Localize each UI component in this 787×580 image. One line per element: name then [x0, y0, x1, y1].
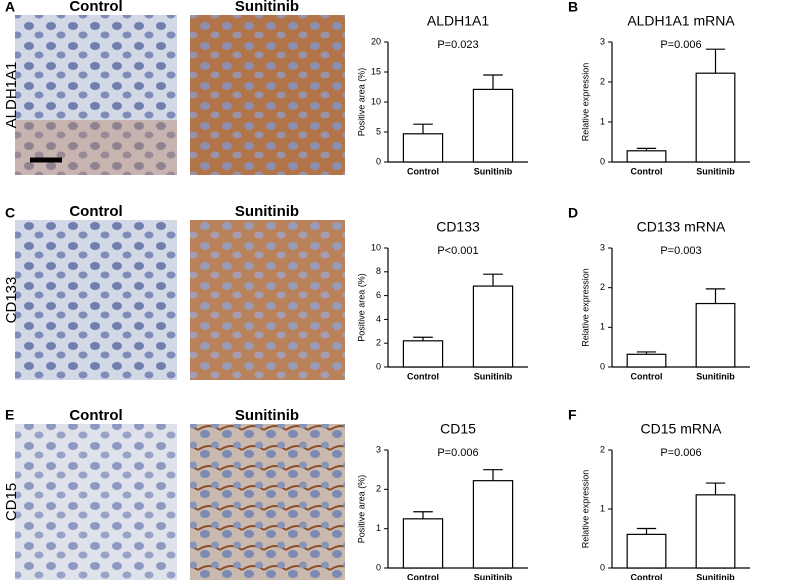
chart-title: CD133 — [436, 219, 480, 235]
y-tick-label: 0 — [376, 562, 381, 572]
y-axis-label: Relative expression — [580, 63, 590, 142]
y-tick-label: 10 — [371, 242, 381, 252]
row-label: CD133 — [3, 277, 20, 324]
y-tick-label: 3 — [600, 242, 605, 252]
y-axis-label: Relative expression — [580, 268, 590, 347]
micrograph — [15, 220, 177, 380]
x-tick-label: Control — [407, 166, 439, 176]
y-tick-label: 2 — [376, 484, 381, 494]
x-tick-label: Control — [631, 572, 663, 580]
micrograph — [190, 15, 345, 175]
bar — [472, 88, 514, 163]
y-tick-label: 0 — [600, 156, 605, 166]
annotation: P<0.001 — [437, 245, 478, 257]
y-tick-label: 2 — [600, 76, 605, 86]
y-tick-label: 0 — [376, 156, 381, 166]
y-axis-label: Positive area (%) — [356, 273, 366, 342]
micrograph — [15, 15, 177, 175]
panel-label: F — [568, 407, 577, 423]
y-tick-label: 8 — [376, 266, 381, 276]
row-label: ALDH1A1 — [3, 62, 20, 129]
annotation: P=0.023 — [437, 39, 478, 51]
column-header: Sunitinib — [235, 203, 299, 220]
annotation: P=0.006 — [437, 447, 478, 459]
bar — [695, 302, 736, 368]
x-tick-label: Sunitinib — [696, 572, 735, 580]
y-axis-label: Positive area (%) — [356, 68, 366, 137]
y-tick-label: 1 — [600, 116, 605, 126]
y-tick-label: 15 — [371, 66, 381, 76]
chart-title: ALDH1A1 mRNA — [627, 13, 735, 29]
x-tick-label: Control — [631, 371, 663, 381]
bar — [472, 285, 514, 368]
y-axis-label: Relative expression — [580, 470, 590, 549]
column-header: Sunitinib — [235, 0, 299, 15]
y-tick-label: 4 — [376, 314, 381, 324]
column-header: Sunitinib — [235, 407, 299, 424]
y-axis-label: Positive area (%) — [356, 475, 366, 544]
panel-label: E — [5, 407, 14, 423]
x-tick-label: Sunitinib — [474, 572, 513, 580]
x-tick-label: Sunitinib — [474, 371, 513, 381]
bar — [626, 353, 667, 368]
chart-title: CD15 mRNA — [641, 421, 723, 437]
bar — [695, 72, 736, 163]
y-tick-label: 0 — [600, 562, 605, 572]
column-header: Control — [69, 407, 122, 424]
annotation: P=0.006 — [660, 39, 701, 51]
y-tick-label: 1 — [600, 503, 605, 513]
panel-label: C — [5, 205, 15, 221]
x-tick-label: Sunitinib — [474, 166, 513, 176]
chart-title: CD133 mRNA — [637, 219, 726, 235]
x-tick-label: Sunitinib — [696, 371, 735, 381]
x-tick-label: Sunitinib — [696, 166, 735, 176]
y-tick-label: 0 — [600, 361, 605, 371]
x-tick-label: Control — [631, 166, 663, 176]
y-tick-label: 2 — [600, 444, 605, 454]
stain-region — [15, 120, 177, 175]
bar — [472, 480, 514, 569]
annotation: P=0.006 — [660, 447, 701, 459]
x-tick-label: Control — [407, 572, 439, 580]
panel-label: B — [568, 0, 578, 15]
micrograph — [190, 220, 345, 380]
y-tick-label: 3 — [600, 36, 605, 46]
chart-title: ALDH1A1 — [427, 13, 489, 29]
chart-title: CD15 — [440, 421, 476, 437]
bar — [402, 340, 444, 368]
bar — [695, 494, 736, 569]
y-tick-label: 2 — [376, 338, 381, 348]
y-tick-label: 1 — [600, 322, 605, 332]
y-tick-label: 5 — [376, 126, 381, 136]
micrograph — [15, 424, 177, 580]
row-label: CD15 — [3, 483, 20, 521]
micrograph — [190, 424, 345, 580]
x-tick-label: Control — [407, 371, 439, 381]
column-header: Control — [69, 0, 122, 15]
panel-label: A — [5, 0, 15, 15]
y-tick-label: 20 — [371, 36, 381, 46]
y-tick-label: 2 — [600, 282, 605, 292]
bar — [626, 150, 667, 163]
bar — [626, 533, 667, 569]
y-tick-label: 1 — [376, 523, 381, 533]
annotation: P=0.003 — [660, 245, 701, 257]
y-tick-label: 0 — [376, 361, 381, 371]
y-tick-label: 6 — [376, 290, 381, 300]
bar — [402, 133, 444, 163]
bar — [402, 518, 444, 569]
panel-label: D — [568, 205, 578, 221]
y-tick-label: 3 — [376, 444, 381, 454]
y-tick-label: 10 — [371, 96, 381, 106]
column-header: Control — [69, 203, 122, 220]
